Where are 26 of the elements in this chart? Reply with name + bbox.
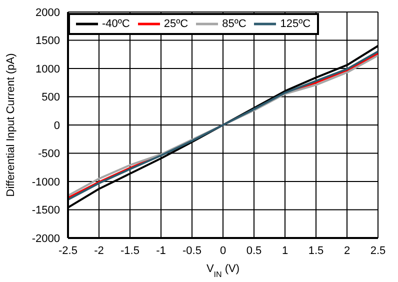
legend-label: 85ºC [221,18,246,30]
x-tick-label: -0.5 [182,244,202,257]
x-tick-label: -2 [94,244,104,257]
y-tick-label: -1000 [32,176,60,188]
x-tick-label: -1 [156,244,166,257]
legend-label: 125ºC [279,18,311,30]
x-tick-label: 1.5 [308,244,324,257]
y-axis-title: Differential Input Current (pA) [4,53,17,197]
x-tick-label: 1 [282,244,288,257]
legend-label: 25ºC [162,18,188,30]
x-tick-label: 0.5 [246,244,262,257]
y-tick-label: -500 [38,148,60,160]
y-tick-label: 1500 [36,35,60,48]
y-tick-label: -2000 [32,232,60,245]
y-tick-label: 1000 [36,63,60,76]
x-axis-title: V$_{IN}$ (V) [206,263,240,278]
y-tick-label: 2000 [36,6,60,19]
legend-label: -40ºC [101,18,130,30]
x-tick-label: -2.5 [58,244,78,257]
y-tick-label: 500 [42,92,60,104]
y-tick-label: -1500 [32,204,60,217]
x-tick-label: 2 [344,244,350,257]
x-tick-label: -1.5 [120,244,140,257]
x-tick-label: 2.5 [370,244,386,257]
y-tick-label: 0 [54,120,60,132]
x-tick-label: 0 [220,244,226,257]
